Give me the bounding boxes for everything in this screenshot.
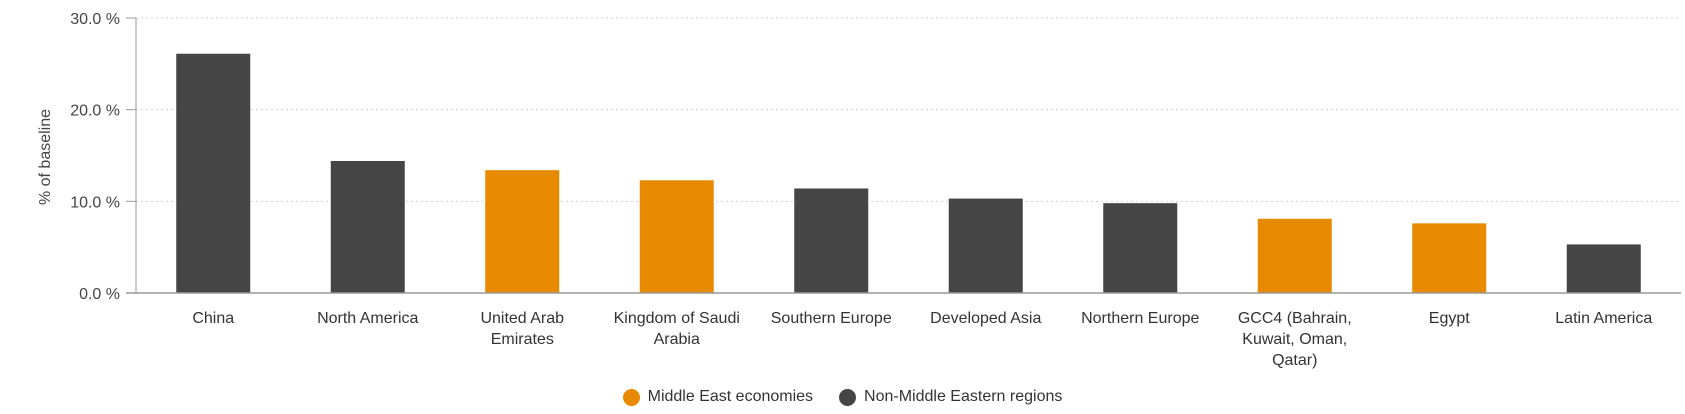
bar-egypt[interactable] — [1412, 223, 1487, 293]
legend-item-middle-east[interactable]: Middle East economies — [622, 388, 814, 406]
bar-developed-asia[interactable] — [948, 198, 1023, 293]
x-axis: China North America United Arab Emirates Kin… — [126, 292, 1681, 369]
bar-north-america[interactable] — [330, 161, 405, 293]
x-tick-label: Developed Asia — [930, 310, 1041, 327]
y-tick-label: 20.0 % — [70, 103, 120, 120]
y-tick-label: 10.0 % — [70, 194, 120, 211]
x-tick-label: Egypt — [1429, 310, 1470, 327]
bar-southern-europe[interactable] — [794, 188, 869, 294]
x-tick-label: GCC4 (Bahrain, Kuwait, Oman, Qatar) — [1238, 310, 1352, 369]
x-tick-label: China — [192, 310, 234, 327]
x-tick-label: North America — [317, 310, 418, 327]
bar-northern-europe[interactable] — [1103, 203, 1178, 293]
y-axis-title: % of baseline — [37, 109, 54, 205]
y-axis: 0.0 % 10.0 % 20.0 % 30.0 % — [70, 11, 137, 303]
legend-label-non-middle-east: Non-Middle Eastern regions — [864, 388, 1063, 405]
x-tick-label: Southern Europe — [771, 310, 892, 327]
y-tick-label: 30.0 % — [70, 11, 120, 28]
bar-china[interactable] — [176, 53, 251, 293]
x-tick-label: Kingdom of Saudi Arabia — [614, 310, 740, 348]
legend-item-non-middle-east[interactable]: Non-Middle Eastern regions — [839, 388, 1062, 406]
y-tick-label: 0.0 % — [79, 286, 120, 303]
legend-swatch-non-middle-east — [839, 388, 857, 406]
legend: Middle East economies Non-Middle Eastern… — [0, 388, 1685, 406]
x-tick-label: Northern Europe — [1081, 310, 1199, 327]
bar-kingdom-of-saudi-arabia[interactable] — [639, 180, 714, 293]
x-tick-label: Latin America — [1555, 310, 1652, 327]
x-tick-label: United Arab Emirates — [480, 310, 564, 348]
bar-latin-america[interactable] — [1566, 244, 1641, 293]
legend-label-middle-east: Middle East economies — [647, 388, 814, 405]
bar-united-arab-emirates[interactable] — [485, 170, 560, 293]
bars — [176, 53, 1641, 294]
bar-gcc4-bahrain-kuwait-oman-qatar[interactable] — [1257, 218, 1332, 293]
legend-swatch-middle-east — [622, 388, 640, 406]
